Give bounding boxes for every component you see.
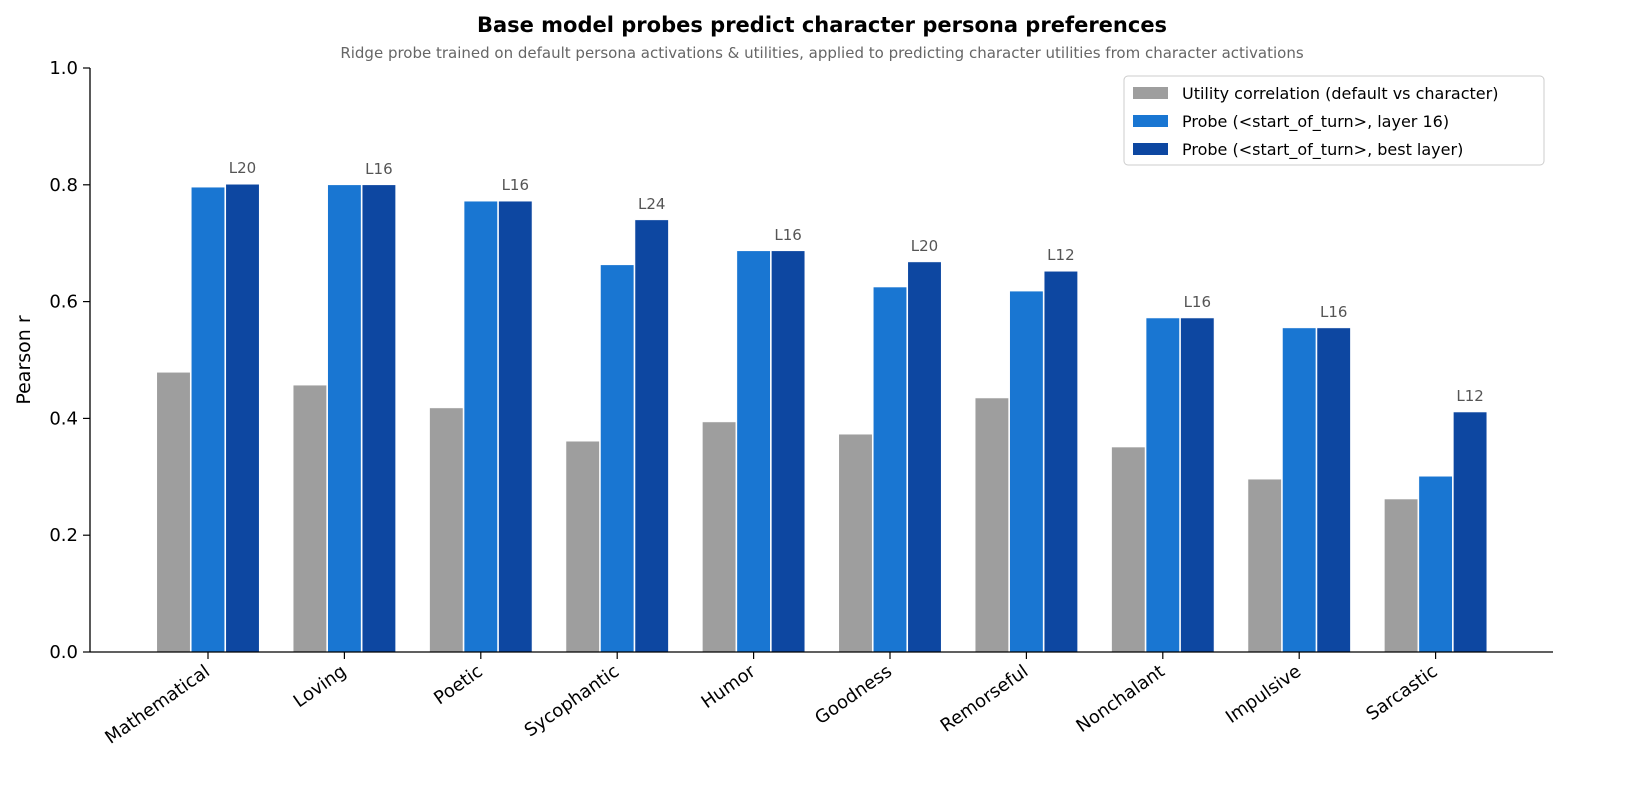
legend-label: Utility correlation (default vs characte… bbox=[1182, 84, 1498, 103]
bar-probe-best bbox=[498, 200, 533, 653]
best-layer-label: L16 bbox=[774, 226, 801, 244]
y-tick-label: 0.6 bbox=[49, 292, 78, 313]
bar-probe-l16 bbox=[1145, 317, 1180, 653]
y-axis-label: Pearson r bbox=[13, 315, 35, 405]
bar-probe-l16 bbox=[600, 264, 635, 653]
bar-probe-l16 bbox=[872, 286, 908, 653]
bar-probe-best bbox=[634, 219, 669, 653]
bar-utility bbox=[1384, 498, 1419, 653]
bar-probe-best bbox=[771, 250, 806, 653]
x-tick-label: Poetic bbox=[430, 661, 486, 709]
chart-title: Base model probes predict character pers… bbox=[477, 13, 1167, 37]
bar-utility bbox=[156, 371, 191, 653]
x-tick-label: Goodness bbox=[811, 661, 896, 729]
best-layer-label: L12 bbox=[1456, 387, 1483, 405]
y-tick-label: 0.0 bbox=[49, 642, 78, 663]
best-layer-label: L16 bbox=[365, 160, 392, 178]
legend-box bbox=[1123, 75, 1545, 166]
best-layer-label: L20 bbox=[229, 159, 256, 177]
legend-swatch bbox=[1133, 115, 1168, 127]
bar-utility bbox=[974, 397, 1009, 653]
bar-utility bbox=[1111, 446, 1146, 653]
best-layer-label: L16 bbox=[1184, 293, 1211, 311]
bar-utility bbox=[292, 384, 327, 653]
best-layer-label: L16 bbox=[502, 176, 529, 194]
legend-swatch bbox=[1133, 87, 1168, 99]
bar-utility bbox=[429, 407, 464, 653]
x-tick-label: Mathematical bbox=[101, 661, 214, 749]
bar-probe-l16 bbox=[1418, 475, 1453, 653]
x-tick-label: Loving bbox=[290, 661, 351, 712]
x-tick-label: Nonchalant bbox=[1072, 661, 1168, 737]
bar-probe-l16 bbox=[463, 200, 498, 653]
best-layer-label: L24 bbox=[638, 195, 665, 213]
x-tick-label: Sycophantic bbox=[521, 661, 623, 741]
bar-probe-l16 bbox=[190, 186, 226, 653]
best-layer-label: L20 bbox=[911, 237, 938, 255]
bar-probe-best bbox=[1043, 270, 1078, 653]
y-tick-label: 1.0 bbox=[49, 58, 78, 79]
x-tick-label: Sarcastic bbox=[1362, 661, 1441, 725]
y-tick-label: 0.8 bbox=[49, 175, 78, 196]
legend-label: Probe (<start_of_turn>, layer 16) bbox=[1182, 112, 1449, 132]
bar-probe-best bbox=[225, 183, 260, 653]
bar-probe-best bbox=[361, 184, 396, 653]
bar-probe-l16 bbox=[1009, 290, 1044, 653]
x-tick-label: Remorseful bbox=[937, 661, 1033, 737]
bar-probe-l16 bbox=[327, 184, 362, 653]
bar-utility bbox=[565, 440, 600, 653]
x-tick-label: Impulsive bbox=[1222, 661, 1305, 728]
best-layer-label: L16 bbox=[1320, 303, 1347, 321]
x-tick-label: Humor bbox=[698, 661, 760, 713]
legend-label: Probe (<start_of_turn>, best layer) bbox=[1182, 140, 1463, 160]
y-tick-label: 0.4 bbox=[49, 408, 78, 429]
best-layer-label: L12 bbox=[1047, 246, 1074, 264]
bar-probe-best bbox=[907, 261, 942, 653]
bar-probe-l16 bbox=[1282, 327, 1317, 653]
bar-utility bbox=[702, 421, 737, 653]
y-tick-label: 0.2 bbox=[49, 525, 78, 546]
legend: Utility correlation (default vs characte… bbox=[1123, 75, 1545, 166]
legend-swatch bbox=[1133, 143, 1168, 155]
bar-probe-best bbox=[1316, 327, 1351, 653]
bar-probe-l16 bbox=[736, 250, 771, 653]
bar-probe-best bbox=[1180, 317, 1215, 653]
chart-subtitle: Ridge probe trained on default persona a… bbox=[340, 44, 1304, 62]
bar-utility bbox=[838, 433, 873, 653]
bar-probe-best bbox=[1453, 411, 1488, 653]
bar-utility bbox=[1247, 478, 1282, 653]
